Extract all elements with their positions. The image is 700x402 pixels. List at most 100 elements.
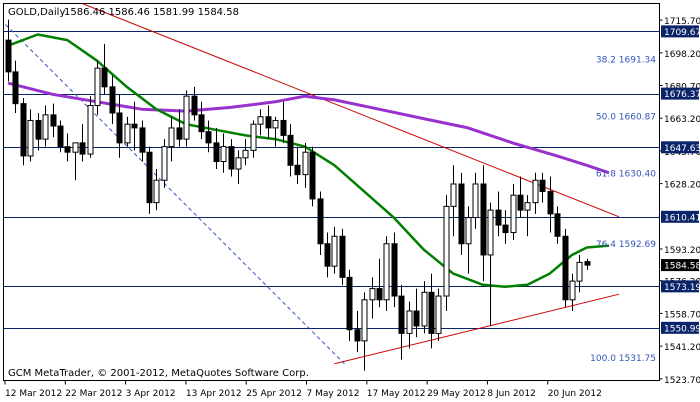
- candle-59: [443, 195, 450, 312]
- candle-40: [302, 142, 309, 188]
- trend-lines: [3, 3, 620, 365]
- candle-body: [272, 119, 279, 129]
- level-price-label-0: 1709.67: [664, 28, 700, 38]
- level-price-box-5: [661, 321, 699, 334]
- candle-body: [443, 205, 450, 297]
- level-price-box-0: [661, 25, 699, 38]
- y-tick-label-9: 1541.20: [664, 343, 700, 353]
- candle-body: [228, 146, 235, 170]
- candle-body: [64, 146, 71, 153]
- candle-41: [309, 146, 316, 207]
- candle-66: [495, 191, 502, 237]
- candle-body: [584, 261, 591, 266]
- candle-body: [458, 183, 465, 245]
- trendline-resistance: [82, 3, 620, 218]
- candle-body: [547, 190, 554, 215]
- candle-14: [109, 75, 116, 125]
- candle-body: [101, 67, 108, 88]
- candle-32: [242, 139, 249, 166]
- candle-5: [42, 105, 49, 147]
- candle-33: [250, 120, 257, 158]
- y-tick-label-2: 1680.70: [664, 83, 700, 93]
- candle-69: [517, 176, 524, 218]
- candle-65: [487, 202, 494, 326]
- candle-45: [339, 228, 346, 285]
- candle-body: [532, 179, 539, 204]
- candle-body: [213, 142, 220, 163]
- candle-body: [413, 310, 420, 327]
- candle-body: [124, 123, 131, 144]
- candle-body: [12, 71, 19, 105]
- candle-26: [198, 101, 205, 140]
- candle-24: [183, 90, 190, 147]
- candle-18: [139, 120, 146, 162]
- candle-1: [12, 60, 19, 113]
- candle-body: [235, 157, 242, 170]
- candle-47: [354, 311, 361, 353]
- x-tick-label-4: 25 Apr 2012: [246, 389, 302, 399]
- candle-52: [391, 232, 398, 308]
- candle-23: [176, 109, 183, 147]
- candle-body: [472, 183, 479, 219]
- x-tick-label-0: 12 Mar 2012: [5, 389, 62, 399]
- x-tick-label-7: 29 May 2012: [427, 389, 486, 399]
- candle-body: [35, 119, 42, 140]
- candle-58: [435, 288, 442, 341]
- x-tick-label-3: 13 Apr 2012: [186, 389, 242, 399]
- level-price-box-3: [661, 210, 699, 223]
- candle-body: [495, 209, 502, 226]
- x-tick-label-8: 8 Jun 2012: [487, 389, 535, 399]
- candle-10: [79, 124, 86, 162]
- copyright-text: GCM MetaTrader, © 2001-2012, MetaQuotes …: [8, 368, 309, 379]
- level-price-label-4: 1573.19: [664, 283, 700, 293]
- y-tick-label-10: 1523.70: [664, 376, 700, 386]
- candle-3: [27, 109, 34, 162]
- candle-9: [72, 142, 79, 181]
- candle-6: [50, 103, 57, 138]
- candle-body: [369, 288, 376, 301]
- ohlc-readout: 1586.46 1586.46 1581.99 1584.58: [64, 7, 239, 18]
- x-tick-label-2: 3 Apr 2012: [126, 389, 176, 399]
- candle-20: [153, 169, 160, 211]
- candle-body: [428, 291, 435, 334]
- trendline-support: [334, 293, 620, 365]
- candle-body: [257, 116, 264, 125]
- candle-61: [458, 172, 465, 255]
- candle-body: [398, 295, 405, 334]
- x-axis: 12 Mar 2012 22 Mar 2012 3 Apr 2012 13 Apr 2…: [4, 380, 602, 399]
- level-price-box-2: [661, 141, 699, 154]
- candle-43: [324, 232, 331, 278]
- candle-34: [257, 109, 264, 136]
- candle-body: [250, 123, 257, 151]
- chart-title: GOLD,Daily: [8, 7, 65, 18]
- candle-28: [213, 127, 220, 170]
- y-tick-label-8: 1558.70: [664, 310, 700, 320]
- candle-body: [539, 179, 546, 192]
- candle-body: [502, 224, 509, 234]
- candle-51: [383, 236, 390, 312]
- candle-38: [287, 124, 294, 177]
- candle-body: [198, 114, 205, 133]
- y-tick-label-6: 1593.20: [664, 246, 700, 256]
- candle-body: [191, 95, 198, 116]
- candle-15: [116, 94, 123, 158]
- fibonacci-labels: 38.2 1691.34 50.0 1660.87 61.8 1630.40 76.4…: [590, 56, 656, 364]
- last-price-box: [661, 259, 699, 272]
- candle-63: [472, 172, 479, 229]
- level-price-label-1: 1676.37: [664, 90, 700, 100]
- candle-body: [391, 243, 398, 297]
- candle-body: [354, 329, 361, 342]
- candle-body: [183, 95, 190, 140]
- candle-74: [554, 206, 561, 244]
- y-tick-label-1: 1698.20: [664, 50, 700, 60]
- candle-13: [101, 43, 108, 95]
- candle-27: [205, 120, 212, 153]
- candle-2: [20, 98, 27, 166]
- candle-body: [242, 149, 249, 159]
- x-tick-label-9: 20 Jun 2012: [548, 389, 602, 399]
- candle-body: [168, 127, 175, 148]
- candle-71: [532, 172, 539, 214]
- ma-green-line: [7, 33, 610, 288]
- candle-75: [562, 228, 569, 308]
- candle-49: [369, 277, 376, 319]
